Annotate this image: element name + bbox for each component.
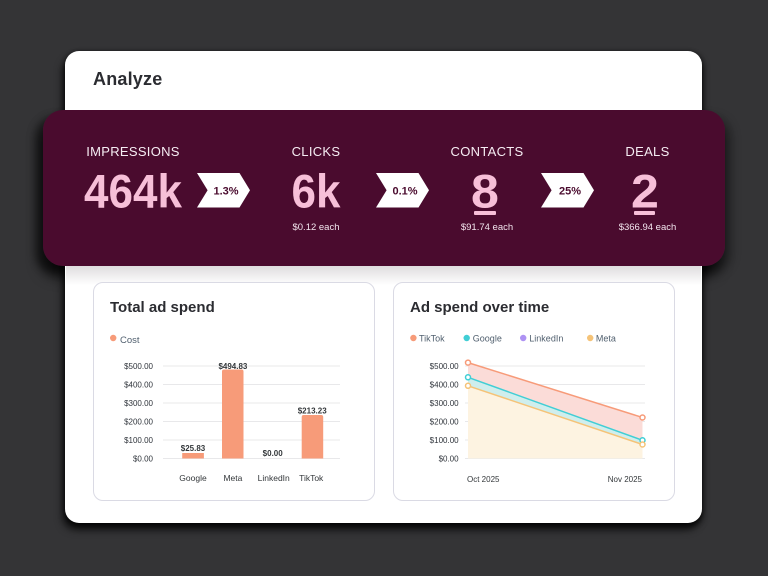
svg-text:Oct 2025: Oct 2025 xyxy=(467,475,500,484)
svg-text:$200.00: $200.00 xyxy=(430,418,459,427)
svg-text:$500.00: $500.00 xyxy=(124,362,153,371)
svg-text:Google: Google xyxy=(473,334,502,344)
svg-text:$500.00: $500.00 xyxy=(430,362,459,371)
svg-text:$300.00: $300.00 xyxy=(430,399,459,408)
svg-text:1.3%: 1.3% xyxy=(213,186,238,198)
svg-text:Nov 2025: Nov 2025 xyxy=(608,475,643,484)
svg-text:Meta: Meta xyxy=(596,334,616,344)
svg-text:$0.00: $0.00 xyxy=(133,455,154,464)
svg-text:25%: 25% xyxy=(559,186,581,198)
svg-text:TikTok: TikTok xyxy=(299,473,324,483)
svg-text:$0.00: $0.00 xyxy=(439,455,460,464)
svg-text:LinkedIn: LinkedIn xyxy=(529,334,563,344)
svg-text:0.1%: 0.1% xyxy=(392,186,417,198)
svg-text:Cost: Cost xyxy=(120,335,140,346)
svg-text:$494.83: $494.83 xyxy=(218,362,247,371)
svg-text:$100.00: $100.00 xyxy=(430,436,459,445)
svg-text:$400.00: $400.00 xyxy=(430,381,459,390)
svg-text:LinkedIn: LinkedIn xyxy=(258,473,290,483)
svg-text:$0.00: $0.00 xyxy=(263,449,284,458)
svg-text:$213.23: $213.23 xyxy=(298,407,327,416)
svg-text:$100.00: $100.00 xyxy=(124,436,153,445)
svg-text:Meta: Meta xyxy=(223,473,242,483)
svg-text:Google: Google xyxy=(179,473,207,483)
svg-text:TikTok: TikTok xyxy=(419,334,445,344)
svg-text:$300.00: $300.00 xyxy=(124,399,153,408)
svg-text:$200.00: $200.00 xyxy=(124,418,153,427)
svg-text:$400.00: $400.00 xyxy=(124,381,153,390)
svg-text:$25.83: $25.83 xyxy=(181,444,206,453)
